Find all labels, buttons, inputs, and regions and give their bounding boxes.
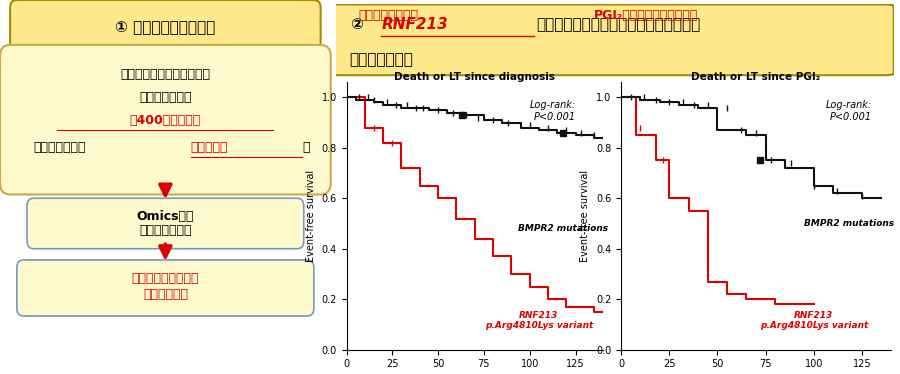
- Text: PGI₂製剤開始時からの予後: PGI₂製剤開始時からの予後: [594, 9, 698, 22]
- FancyBboxPatch shape: [330, 4, 894, 75]
- Y-axis label: Event-free survival: Event-free survival: [306, 170, 316, 262]
- Text: Log-rank:
P<0.001: Log-rank: P<0.001: [825, 100, 872, 122]
- Text: RNF213
p.Arg4810Lys variant: RNF213 p.Arg4810Lys variant: [760, 311, 868, 330]
- Text: BMPR2 mutations: BMPR2 mutations: [804, 219, 894, 228]
- Text: の臨床像を報告: の臨床像を報告: [349, 52, 413, 67]
- Title: Death or LT since diagnosis: Death or LT since diagnosis: [394, 71, 555, 82]
- Text: ②: ②: [349, 17, 363, 32]
- FancyBboxPatch shape: [10, 0, 320, 56]
- Text: BMPR2 mutations: BMPR2 mutations: [518, 224, 608, 233]
- Text: Log-rank:
P<0.001: Log-rank: P<0.001: [529, 100, 575, 122]
- Text: 遺伝子変異陽性の日本人肺高血圧症患者: 遺伝子変異陽性の日本人肺高血圧症患者: [536, 17, 701, 32]
- Text: 提供頂いた血液: 提供頂いた血液: [140, 91, 192, 104]
- FancyBboxPatch shape: [17, 260, 314, 316]
- Text: ）: ）: [302, 141, 310, 154]
- Text: 肺高血圧症の患者さんより: 肺高血圧症の患者さんより: [121, 68, 211, 81]
- Title: Death or LT since PGI₂: Death or LT since PGI₂: [691, 71, 821, 82]
- Text: 臨床データ解析: 臨床データ解析: [140, 224, 192, 236]
- Text: 診断時からの予後: 診断時からの予後: [358, 9, 419, 22]
- Text: ① バイオバンクの構築: ① バイオバンクの構築: [115, 21, 215, 36]
- Text: Omics解析: Omics解析: [137, 211, 194, 223]
- FancyBboxPatch shape: [0, 45, 331, 194]
- Text: 約400検体を収集: 約400検体を収集: [130, 114, 201, 127]
- Text: （単一民族では: （単一民族では: [34, 141, 86, 154]
- Text: RNF213: RNF213: [382, 17, 448, 32]
- Text: 診断法の開発: 診断法の開発: [143, 288, 188, 301]
- Text: 目標：発症原因解明: 目標：発症原因解明: [131, 272, 199, 285]
- Text: 世界最大級: 世界最大級: [191, 141, 229, 154]
- Text: RNF213
p.Arg4810Lys variant: RNF213 p.Arg4810Lys variant: [485, 311, 593, 330]
- FancyBboxPatch shape: [27, 198, 304, 249]
- Y-axis label: Event-free survival: Event-free survival: [580, 170, 590, 262]
